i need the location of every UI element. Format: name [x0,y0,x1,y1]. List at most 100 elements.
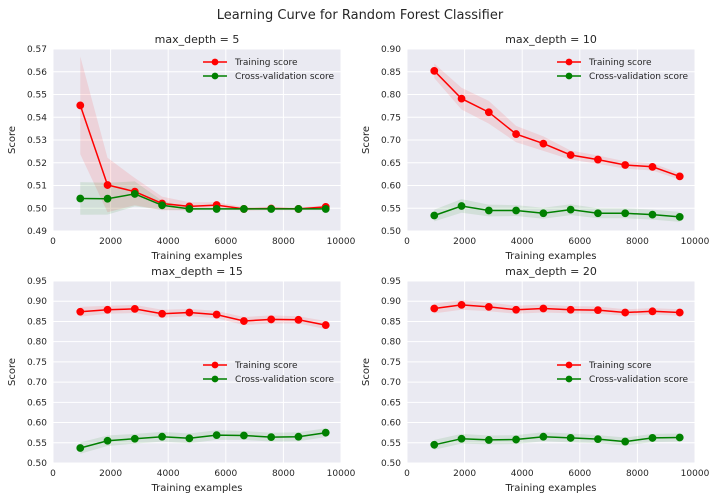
training-score-point [648,307,657,316]
cv-score-point [267,433,276,442]
training-score-point [512,305,520,314]
training-score-point [512,130,520,138]
y-tick-label: 0.57 [27,45,47,55]
x-axis-label: Training examples [151,483,243,494]
y-tick-label: 0.80 [381,338,401,348]
cv-score-point [240,205,248,213]
y-axis-label: Score [7,126,18,154]
x-tick-label: 4000 [157,237,180,247]
chart-panel-3: 0 2000 4000 6000 8000 10000 0.50 0.55 0.60 0.65 0.… [7,265,356,494]
y-tick-label: 0.65 [381,159,401,169]
cv-score-line [80,431,326,449]
x-tick-label: 2000 [453,237,476,247]
legend-marker [211,58,219,66]
training-score-point [103,305,112,314]
cv-score-point [103,194,112,203]
training-score-point [484,108,493,117]
cv-score-point [457,434,466,443]
x-tick-label: 4000 [511,237,534,247]
legend-marker [565,72,573,80]
cv-score-point [621,437,630,446]
y-tick-label: 0.56 [27,68,47,78]
y-tick-label: 0.55 [381,439,401,449]
y-axis-label: Score [361,358,372,386]
y-tick-label: 0.55 [27,439,47,449]
training-score-point [267,315,276,324]
legend-label: Training score [234,58,298,68]
y-tick-label: 0.60 [381,419,401,429]
training-score-point [158,309,166,318]
y-tick-label: 0.50 [381,227,401,237]
training-score-point [594,155,602,164]
y-tick-label: 0.54 [27,113,47,123]
y-tick-label: 0.85 [381,317,401,327]
x-tick-label: 0 [50,469,56,479]
training-score-point [566,305,575,314]
y-tick-label: 0.52 [27,159,47,169]
cv-score-band [434,432,680,450]
y-tick-label: 0.65 [27,398,47,408]
training-score-point [539,139,548,148]
y-tick-label: 0.95 [27,277,47,287]
cv-score-point [675,212,684,221]
cv-score-point [76,444,85,452]
x-tick-label: 6000 [214,469,237,479]
legend-label: Cross-validation score [235,375,334,385]
legend-marker [565,361,573,369]
cv-score-point [457,202,466,210]
training-score-point [457,300,466,309]
training-score-point [594,306,602,315]
x-tick-label: 4000 [157,469,180,479]
cv-score-point [130,434,139,443]
y-tick-label: 0.85 [381,68,401,78]
cv-score-point [240,431,248,440]
cv-score-point [621,209,630,218]
y-tick-label: 0.51 [27,182,47,192]
chart-panel-4: 0 2000 4000 6000 8000 10000 0.50 0.55 0.60 0.65 0.… [361,265,710,494]
cv-score-point [185,205,194,213]
x-tick-label: 10000 [681,237,710,247]
legend: Training score Cross-validation score [203,58,334,82]
training-score-point [675,172,684,181]
training-score-line [433,70,680,178]
cv-score-point [267,205,276,213]
y-tick-label: 0.70 [381,378,401,388]
x-tick-label: 2000 [453,469,476,479]
legend: Training score Cross-validation score [557,58,688,82]
y-tick-label: 0.80 [27,338,47,348]
x-axis-label: Training examples [505,483,597,494]
cv-score-point [675,433,684,442]
x-tick-label: 4000 [511,469,534,479]
chart-title: max_depth = 10 [505,33,597,46]
training-score-point [539,304,548,313]
y-tick-label: 0.85 [27,317,47,327]
x-axis-label: Training examples [151,251,243,262]
training-score-point [103,181,112,189]
legend-marker [211,361,219,369]
training-score-point [212,310,221,319]
cv-score-point [484,206,493,215]
cv-score-point [539,209,548,218]
x-tick-label: 8000 [272,469,295,479]
y-tick-label: 0.90 [27,297,47,307]
cv-score-band [434,199,680,222]
x-tick-label: 2000 [99,469,122,479]
training-score-point [76,307,85,316]
y-tick-label: 0.65 [381,398,401,408]
y-tick-label: 0.53 [27,136,47,146]
x-tick-label: 2000 [99,237,122,247]
training-score-point [621,161,630,169]
cv-score-band [80,181,326,215]
chart-title: max_depth = 15 [151,265,243,278]
y-tick-label: 0.50 [27,204,47,214]
chart-title: max_depth = 20 [505,265,597,278]
chart-panel-2: 0 2000 4000 6000 8000 10000 0.50 0.55 0.60 0.65 0.… [361,33,710,262]
cv-score-point [76,194,85,203]
cv-score-point [294,205,303,213]
training-score-point [240,317,248,325]
training-score-line [80,308,326,326]
y-tick-label: 0.60 [381,182,401,192]
training-score-point [675,308,684,317]
training-score-point [294,315,303,324]
cv-score-point [212,431,221,439]
